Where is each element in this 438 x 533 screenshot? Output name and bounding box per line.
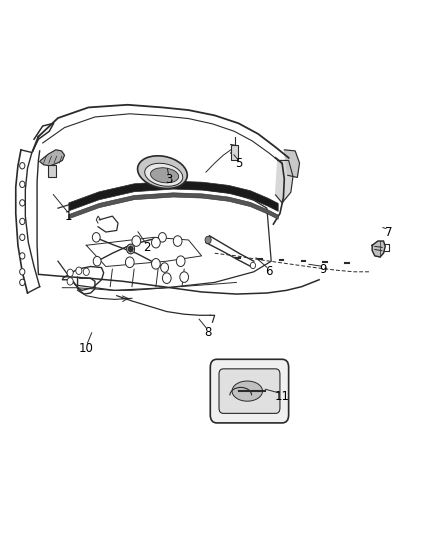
Ellipse shape <box>145 163 183 186</box>
Text: 1: 1 <box>65 209 73 223</box>
Circle shape <box>93 256 101 266</box>
Circle shape <box>127 244 134 254</box>
Circle shape <box>67 269 73 277</box>
Circle shape <box>20 163 25 169</box>
Ellipse shape <box>151 168 179 183</box>
Polygon shape <box>284 150 300 177</box>
Circle shape <box>162 273 171 284</box>
Circle shape <box>127 244 134 254</box>
FancyBboxPatch shape <box>210 359 289 423</box>
Circle shape <box>173 236 182 246</box>
Text: 3: 3 <box>165 173 173 185</box>
Polygon shape <box>40 150 64 166</box>
Circle shape <box>125 257 134 268</box>
Circle shape <box>20 234 25 240</box>
Circle shape <box>20 218 25 224</box>
Circle shape <box>152 237 160 248</box>
Circle shape <box>177 256 185 266</box>
Polygon shape <box>69 193 278 219</box>
Circle shape <box>128 246 133 252</box>
FancyBboxPatch shape <box>231 144 238 160</box>
Text: 9: 9 <box>320 263 327 276</box>
Circle shape <box>20 181 25 188</box>
Circle shape <box>251 262 255 269</box>
Text: 8: 8 <box>205 326 212 340</box>
Polygon shape <box>372 241 385 257</box>
Text: 5: 5 <box>235 157 242 169</box>
Circle shape <box>76 267 82 274</box>
Circle shape <box>83 268 89 276</box>
Circle shape <box>180 272 188 282</box>
Text: 10: 10 <box>79 342 94 355</box>
Polygon shape <box>276 160 293 203</box>
Circle shape <box>161 263 169 272</box>
Circle shape <box>159 232 166 242</box>
Circle shape <box>205 236 211 244</box>
Text: 7: 7 <box>385 225 392 239</box>
Ellipse shape <box>138 156 187 189</box>
Text: 2: 2 <box>143 241 151 254</box>
Circle shape <box>20 200 25 206</box>
FancyBboxPatch shape <box>219 369 280 414</box>
Circle shape <box>152 259 160 269</box>
Text: 6: 6 <box>265 265 273 278</box>
Circle shape <box>20 269 25 275</box>
Ellipse shape <box>232 381 262 401</box>
FancyBboxPatch shape <box>48 165 56 177</box>
Circle shape <box>20 253 25 259</box>
Polygon shape <box>69 181 278 212</box>
Circle shape <box>20 279 25 286</box>
Circle shape <box>132 236 141 246</box>
Circle shape <box>67 278 73 285</box>
Text: 11: 11 <box>275 390 290 403</box>
Circle shape <box>92 232 100 242</box>
